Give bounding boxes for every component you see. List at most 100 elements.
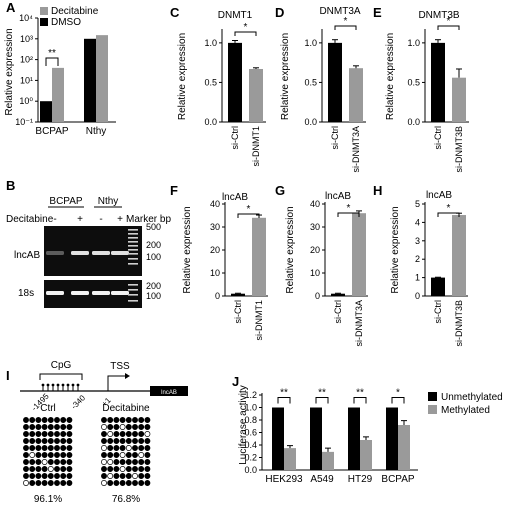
gel-row-label: 18s [18, 288, 34, 299]
significance-label: * [344, 16, 348, 27]
y-tick-label: 10¹ [20, 75, 33, 85]
methylated-cpg [54, 424, 60, 430]
bar [84, 38, 96, 122]
unmethylated-cpg [29, 452, 36, 458]
methylated-cpg [138, 417, 145, 423]
y-tick-label: 1.2 [244, 390, 257, 400]
methylated-cpg [47, 438, 54, 444]
methylated-cpg [60, 431, 67, 437]
methylated-cpg [101, 438, 107, 444]
cpg-bracket [39, 373, 83, 380]
significance-bracket [237, 213, 260, 218]
significance-bracket [277, 397, 291, 404]
unmethylated-cpg [101, 480, 107, 486]
unmethylated-cpg [138, 452, 145, 458]
y-tick-label: 0 [215, 291, 220, 301]
gel-band [111, 291, 129, 295]
legend-label: Methylated [441, 405, 490, 416]
y-axis-label: Relative expression [385, 33, 396, 120]
panel-label: G [275, 183, 285, 198]
cpg-dot [76, 383, 80, 387]
methylated-cpg [119, 417, 126, 423]
unmethylated-cpg [101, 424, 107, 430]
y-tick-label: 40 [210, 199, 220, 209]
methylated-cpg [119, 480, 126, 486]
x-tick-label: si-DNMT3B [454, 300, 464, 347]
methylated-cpg [119, 445, 126, 451]
legend-swatch [40, 7, 48, 15]
panel-label: C [170, 5, 180, 20]
methylated-cpg [144, 438, 151, 444]
panel-label: D [275, 5, 284, 20]
methylated-cpg [144, 417, 151, 423]
unmethylated-cpg [125, 445, 132, 451]
tss-label: TSS [110, 361, 130, 372]
legend-label: DMSO [51, 17, 81, 28]
panel-label: E [373, 5, 382, 20]
lane-label: - [53, 214, 56, 225]
methylated-cpg [35, 459, 42, 465]
methylated-cpg [41, 445, 48, 451]
y-tick-label: 30 [310, 222, 320, 232]
significance-bracket [334, 25, 357, 30]
bar [398, 425, 410, 470]
significance-label: ** [318, 388, 326, 399]
significance-bracket [437, 25, 460, 30]
gel-band [46, 251, 64, 255]
methylated-cpg [119, 431, 126, 437]
methylated-cpg [144, 445, 151, 451]
methylated-cpg [29, 424, 36, 430]
x-tick-label: BCPAP [35, 126, 68, 137]
unmethylated-cpg [23, 480, 29, 486]
lane-label: + [77, 214, 83, 225]
methylated-cpg [132, 452, 138, 458]
y-tick-label: 5 [415, 199, 420, 209]
methylated-cpg [23, 459, 29, 465]
methylated-cpg [54, 473, 60, 479]
methylated-cpg [66, 466, 73, 472]
methylated-cpg [29, 473, 36, 479]
methylated-cpg [119, 473, 126, 479]
methylated-cpg [66, 480, 73, 486]
y-tick-label: 0.6 [244, 428, 257, 438]
methylated-cpg [60, 459, 67, 465]
unmethylated-cpg [119, 424, 126, 430]
methylated-cpg [113, 431, 120, 437]
significance-label: * [396, 388, 400, 399]
methylated-cpg [47, 431, 54, 437]
methylated-cpg [41, 473, 48, 479]
methylated-cpg [113, 466, 120, 472]
unmethylated-cpg [41, 459, 48, 465]
ladder-band [128, 245, 138, 247]
group-label: Nthy [98, 196, 119, 207]
methylated-cpg [66, 459, 73, 465]
methylated-cpg [132, 431, 138, 437]
bar [349, 68, 363, 122]
methylated-cpg [138, 466, 145, 472]
significance-label: ** [280, 388, 288, 399]
methylated-cpg [144, 466, 151, 472]
ladder-band [128, 289, 138, 291]
methylated-cpg [132, 480, 138, 486]
y-tick-label: 20 [310, 245, 320, 255]
y-tick-label: 10³ [20, 34, 33, 44]
ladder-band [128, 233, 138, 235]
y-axis-label: Relative expression [177, 33, 188, 120]
y-tick-label: 10⁰ [19, 96, 33, 106]
legend-label: Decitabine [51, 6, 99, 17]
bar [228, 42, 242, 122]
methylated-cpg [107, 466, 114, 472]
methylated-cpg [41, 438, 48, 444]
bar [348, 407, 360, 470]
bar [249, 68, 263, 122]
y-tick-label: 10 [210, 268, 220, 278]
y-tick-label: 2 [415, 254, 420, 264]
y-tick-label: 0.5 [407, 77, 420, 87]
panel-label: B [6, 178, 15, 193]
y-tick-label: 1.0 [244, 403, 257, 413]
methylated-cpg [113, 473, 120, 479]
y-tick-label: 4 [415, 217, 420, 227]
significance-bracket [315, 397, 329, 404]
methylated-cpg [125, 424, 132, 430]
methylated-cpg [119, 459, 126, 465]
